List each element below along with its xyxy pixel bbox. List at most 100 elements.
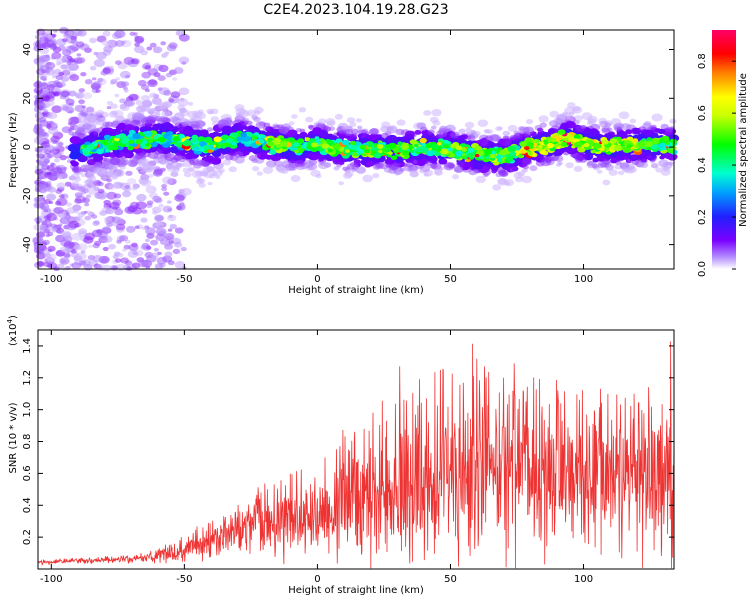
heatmap-cell	[105, 121, 114, 128]
heatmap-cell	[71, 166, 82, 174]
heatmap-cell	[192, 110, 203, 118]
heatmap-cell	[565, 162, 574, 169]
heatmap-cell	[299, 131, 308, 138]
heatmap-cell	[74, 198, 82, 204]
heatmap-cell	[78, 228, 88, 235]
heatmap-cell	[191, 134, 199, 140]
heatmap-cell	[135, 201, 147, 210]
heatmap-cell	[47, 245, 56, 252]
heatmap-cell	[511, 166, 519, 172]
heatmap-cell	[163, 90, 172, 96]
heatmap-cell	[112, 254, 119, 259]
heatmap-cell	[657, 128, 666, 135]
heatmap-cell	[78, 88, 86, 93]
heatmap-cell	[41, 220, 48, 225]
heatmap-cell	[549, 110, 559, 118]
heatmap-cell	[288, 152, 297, 159]
heatmap-cell	[81, 105, 87, 109]
heatmap-cell	[586, 160, 595, 166]
heatmap-cell	[308, 138, 316, 144]
heatmap-cell	[61, 92, 67, 96]
heatmap-cell	[160, 41, 166, 46]
heatmap-cell	[587, 115, 598, 124]
heatmap-cell	[475, 175, 486, 184]
heatmap-cell	[489, 153, 496, 159]
heatmap-cell	[168, 98, 175, 103]
heatmap-cell	[455, 145, 463, 151]
heatmap-cell	[125, 170, 133, 176]
heatmap-cell	[77, 211, 86, 218]
heatmap-cell	[291, 114, 298, 119]
heatmap-cell	[573, 141, 583, 148]
heatmap-cell	[254, 132, 259, 136]
heatmap-cell	[187, 166, 196, 172]
heatmap-cell	[169, 223, 177, 230]
heatmap-cell	[604, 146, 610, 151]
heatmap-cell	[161, 52, 169, 58]
heatmap-cell	[98, 193, 107, 200]
heatmap-cell	[378, 149, 383, 154]
heatmap-cell	[131, 262, 141, 269]
heatmap-cell	[502, 130, 511, 137]
heatmap-cell	[133, 32, 138, 36]
heatmap-cell	[108, 164, 116, 169]
heatmap-cell	[61, 126, 72, 134]
heatmap-cell	[390, 155, 398, 160]
heatmap-cell	[170, 171, 179, 177]
heatmap-cell	[128, 93, 139, 101]
heatmap-cell	[118, 182, 124, 186]
snr-y-ticks: 0.20.40.60.81.01.21.4	[22, 338, 674, 545]
heatmap-y-tick-label: 20	[22, 92, 33, 105]
heatmap-cell	[564, 106, 576, 115]
heatmap-cell	[230, 132, 238, 138]
snr-x-tick-label: 0	[314, 574, 320, 585]
heatmap-cell	[660, 168, 671, 176]
heatmap-cell	[602, 179, 611, 186]
heatmap-cell	[597, 156, 605, 161]
heatmap-cell	[178, 56, 190, 65]
heatmap-cell	[332, 143, 341, 150]
heatmap-cell	[36, 260, 44, 266]
heatmap-cell	[60, 103, 71, 112]
heatmap-cell	[74, 205, 80, 209]
heatmap-cell	[529, 165, 538, 172]
heatmap-cell	[147, 68, 158, 76]
heatmap-cell	[592, 163, 599, 169]
heatmap-cell	[278, 126, 290, 135]
heatmap-cell	[152, 46, 163, 54]
heatmap-cell	[106, 178, 112, 183]
heatmap-cell	[210, 116, 219, 123]
heatmap-cell	[41, 81, 48, 86]
heatmap-cell	[151, 97, 162, 105]
heatmap-cell	[628, 154, 639, 162]
heatmap-cell	[289, 137, 294, 141]
heatmap-cell	[137, 104, 144, 110]
heatmap-cell	[77, 215, 83, 220]
heatmap-cell	[546, 143, 554, 149]
heatmap-cell	[174, 261, 186, 269]
heatmap-cell	[619, 162, 630, 169]
heatmap-cell	[222, 159, 232, 166]
snr-y-tick-label: 1.4	[22, 338, 33, 354]
heatmap-cell	[109, 157, 121, 166]
heatmap-cell	[616, 130, 627, 138]
heatmap-cell	[649, 151, 657, 157]
heatmap-cell	[152, 169, 163, 177]
heatmap-cell	[115, 77, 120, 81]
heatmap-cell	[167, 200, 172, 204]
heatmap-cell	[41, 42, 51, 49]
heatmap-cell	[39, 156, 51, 165]
heatmap-cell	[306, 145, 313, 150]
heatmap-cell	[60, 259, 67, 264]
heatmap-cell	[145, 119, 156, 127]
heatmap-cell	[106, 39, 118, 48]
heatmap-cell	[167, 214, 177, 222]
heatmap-cell	[137, 159, 144, 164]
heatmap-cell	[47, 84, 56, 90]
heatmap-cell	[134, 225, 140, 229]
heatmap-cell	[110, 264, 119, 271]
heatmap-cell	[87, 114, 97, 121]
heatmap-cell	[115, 223, 126, 231]
heatmap-cell	[418, 169, 426, 174]
